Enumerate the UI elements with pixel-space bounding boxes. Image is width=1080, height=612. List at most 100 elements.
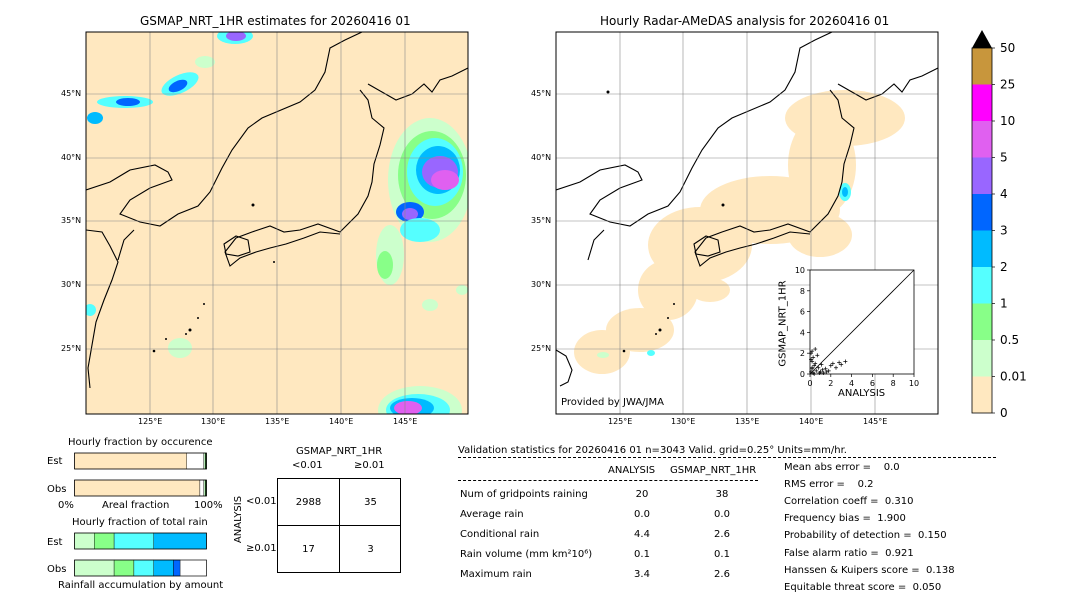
colorbar-block xyxy=(972,84,992,121)
occurrence-cat-obs: Obs xyxy=(47,484,67,495)
right-lon-label-4: 145°E xyxy=(863,417,888,426)
stats-row-label: Average rain xyxy=(460,509,524,520)
left-lon-label-1: 130°E xyxy=(201,417,226,426)
stacked-bar-segment xyxy=(94,532,115,550)
contingency-cell-11: 3 xyxy=(367,544,374,555)
scatter-xtick-label: 2 xyxy=(828,379,833,388)
stats-row: Maximum rain 3.4 2.6 xyxy=(460,569,760,585)
contingency-row-label-0: <0.01 xyxy=(246,496,277,507)
total-rain-title: Hourly fraction of total rain xyxy=(72,517,208,528)
stats-row-label: Rain volume (mm km²10⁶) xyxy=(460,549,593,560)
left-map-gridlines xyxy=(86,32,468,414)
right-map-title: Hourly Radar-AMeDAS analysis for 2026041… xyxy=(600,14,890,28)
total-rain-bars xyxy=(74,532,207,577)
scatter-point xyxy=(809,369,814,374)
scatter-point xyxy=(819,362,824,367)
scatter-point xyxy=(828,363,833,368)
scatter-points xyxy=(809,347,848,376)
right-lon-label-3: 140°E xyxy=(799,417,824,426)
scatter-point xyxy=(843,359,848,364)
left-lon-label-4: 145°E xyxy=(393,417,418,426)
left-lat-label-1: 40°N xyxy=(61,153,82,162)
contingency-col-label-0: <0.01 xyxy=(292,460,323,471)
scatter-point xyxy=(824,369,829,374)
colorbar-label: 0 xyxy=(1000,406,1008,420)
colorbar-label: 3 xyxy=(1000,224,1008,238)
total-rain-cat-obs: Obs xyxy=(47,564,67,575)
stats-score: False alarm ratio = 0.921 xyxy=(784,547,914,559)
scatter-ytick-label: 4 xyxy=(800,328,805,337)
stats-row-analysis: 3.4 xyxy=(634,569,650,580)
right-lat-label-0: 45°N xyxy=(531,89,552,98)
stats-row-analysis: 4.4 xyxy=(634,529,650,540)
stacked-bar-segment xyxy=(186,452,205,470)
contingency-row-label-1: ≥0.01 xyxy=(246,543,277,554)
scatter-ticks: 0 2 4 6 8 10 0 2 4 6 8 10 xyxy=(795,266,919,388)
colorbar-block xyxy=(972,376,992,413)
occurrence-title: Hourly fraction by occurence xyxy=(68,437,213,448)
stacked-bar-segment xyxy=(113,532,154,550)
right-map-islands xyxy=(606,90,725,353)
stats-col-rule xyxy=(458,480,758,481)
colorbar-block xyxy=(972,340,992,377)
left-lon-label-2: 135°E xyxy=(265,417,290,426)
scatter-xtick-label: 10 xyxy=(909,379,919,388)
occurrence-xlabel: Areal fraction xyxy=(102,500,170,511)
scatter-ytick-label: 2 xyxy=(800,349,805,358)
right-lat-label-2: 35°N xyxy=(531,216,552,225)
colorbar-label: 4 xyxy=(1000,187,1008,201)
stacked-bar-segment xyxy=(74,452,187,470)
stats-score: Hanssen & Kuipers score = 0.138 xyxy=(784,564,955,576)
right-map-coverage xyxy=(574,90,905,374)
occurrence-x-right: 100% xyxy=(194,500,223,511)
right-lon-label-2: 135°E xyxy=(735,417,760,426)
provided-by-label: Provided by JWA/JMA xyxy=(561,397,664,408)
colorbar-block xyxy=(972,157,992,194)
scatter-point xyxy=(815,353,820,358)
scatter-point xyxy=(830,361,835,366)
left-lat-label-0: 45°N xyxy=(61,89,82,98)
scatter-ylabel: GSMAP_NRT_1HR xyxy=(777,280,789,367)
colorbar-block xyxy=(972,121,992,158)
stats-row-gsmap: 0.0 xyxy=(714,509,730,520)
stats-score: Correlation coeff = 0.310 xyxy=(784,496,914,508)
left-map xyxy=(85,31,469,415)
right-map: 0 2 4 6 8 10 0 2 4 6 8 10 xyxy=(555,31,939,415)
colorbar-block xyxy=(972,303,992,340)
colorbar-block xyxy=(972,194,992,231)
right-lat-label-3: 30°N xyxy=(531,280,552,289)
scatter-point xyxy=(821,370,826,375)
right-lon-label-1: 130°E xyxy=(671,417,696,426)
scatter-point xyxy=(826,368,831,373)
stats-score: Equitable threat score = 0.050 xyxy=(784,581,942,593)
colorbar-label: 5 xyxy=(1000,151,1008,165)
right-map-frame xyxy=(555,31,939,415)
occurrence-cat-est: Est xyxy=(47,456,63,467)
stacked-bar-segment xyxy=(199,479,205,497)
occurrence-bars xyxy=(74,452,207,497)
contingency-row-header: ANALYSIS xyxy=(233,495,245,544)
stats-row: Conditional rain 4.4 2.6 xyxy=(460,529,760,545)
colorbar-block xyxy=(972,267,992,304)
stats-row: Average rain 0.0 0.0 xyxy=(460,509,760,525)
right-lat-label-1: 40°N xyxy=(531,153,552,162)
colorbar-block xyxy=(972,230,992,267)
scatter-point xyxy=(810,359,815,364)
stats-header: Validation statistics for 20260416 01 n=… xyxy=(458,445,847,456)
stacked-bar-segment xyxy=(74,532,95,550)
scatter-point xyxy=(812,372,817,376)
contingency-table: 2988 35 17 3 xyxy=(277,478,401,573)
scatter-point xyxy=(814,368,819,373)
scatter-xtick-label: 0 xyxy=(807,379,812,388)
left-map-title: GSMAP_NRT_1HR estimates for 20260416 01 xyxy=(140,14,411,28)
stats-score: Probability of detection = 0.150 xyxy=(784,530,947,542)
stacked-bar-segment xyxy=(74,559,115,577)
scatter-ytick-label: 6 xyxy=(800,308,805,317)
stats-score: RMS error = 0.2 xyxy=(784,479,874,491)
scatter-ytick-label: 8 xyxy=(800,287,805,296)
scatter-point xyxy=(820,367,825,372)
scatter-point xyxy=(811,355,816,360)
stats-row-gsmap: 2.6 xyxy=(714,569,730,580)
scatter-point xyxy=(813,361,818,366)
